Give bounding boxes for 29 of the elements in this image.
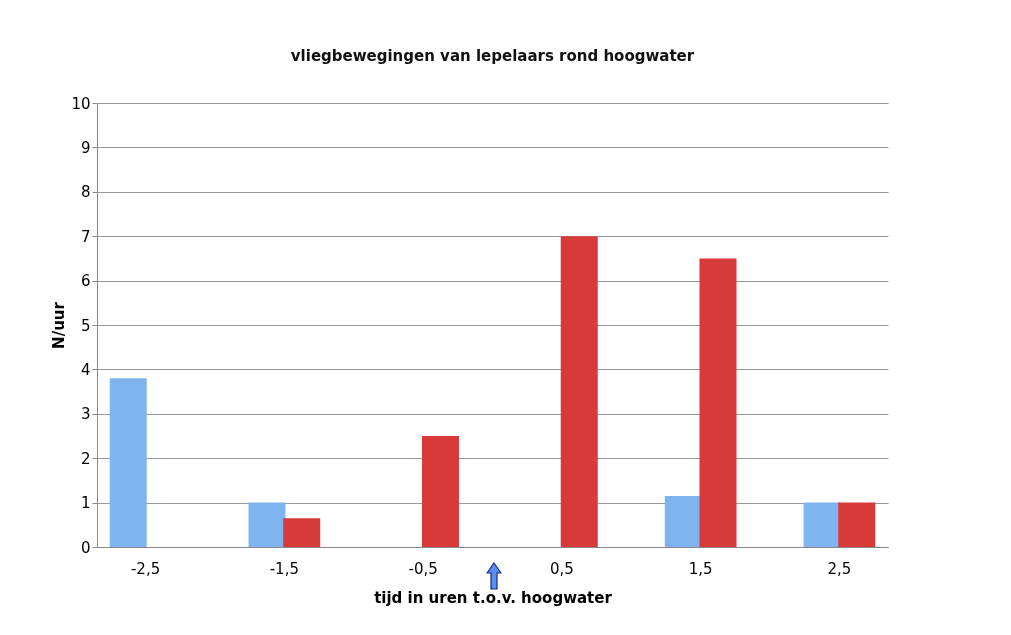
x-axis-title: tijd in uren t.o.v. hoogwater bbox=[374, 588, 613, 607]
x-tick-label: -0,5 bbox=[408, 559, 438, 578]
x-tick-label: -2,5 bbox=[130, 559, 161, 578]
x-tick-label: -1,5 bbox=[269, 559, 299, 578]
bar bbox=[803, 502, 841, 547]
bar bbox=[664, 495, 702, 547]
y-tick-label: 1 bbox=[80, 494, 91, 513]
x-tick-label: 1,5 bbox=[688, 559, 713, 578]
bar bbox=[283, 518, 321, 547]
x-tick-label: 2,5 bbox=[827, 559, 852, 578]
y-tick-label: 8 bbox=[80, 183, 91, 202]
bar bbox=[838, 502, 876, 547]
x-tick-label: 0,5 bbox=[549, 559, 574, 578]
bar bbox=[421, 436, 459, 547]
bar bbox=[248, 502, 286, 547]
bar bbox=[109, 378, 147, 547]
y-tick-label: 7 bbox=[80, 227, 91, 246]
bar bbox=[699, 258, 737, 547]
bar bbox=[560, 236, 598, 547]
y-tick-label: 3 bbox=[80, 405, 91, 424]
y-tick-label: 0 bbox=[80, 538, 91, 557]
y-tick-label: 6 bbox=[80, 272, 91, 291]
y-tick-label: 5 bbox=[80, 316, 91, 335]
y-axis-title: N/uur bbox=[50, 301, 69, 349]
y-tick-label: 10 bbox=[71, 94, 91, 113]
y-tick-label: 9 bbox=[80, 138, 91, 157]
chart-title: vliegbewegingen van lepelaars rond hoogwater bbox=[290, 47, 695, 65]
y-tick-label: 2 bbox=[80, 449, 91, 468]
y-tick-label: 4 bbox=[80, 360, 91, 379]
